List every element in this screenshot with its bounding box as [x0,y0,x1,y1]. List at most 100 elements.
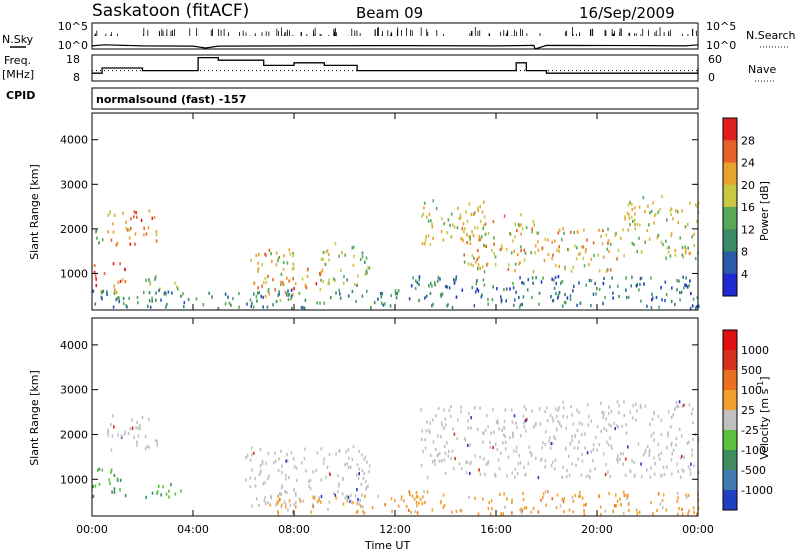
heatmap-cell [565,426,568,430]
heatmap-cell [690,291,692,296]
heatmap-cell [501,428,503,432]
heatmap-cell [607,411,610,416]
heatmap-cell [516,228,518,233]
heatmap-cell [492,285,494,289]
heatmap-cell [304,447,306,451]
heatmap-cell [604,472,607,477]
heatmap-cell [669,209,672,213]
heatmap-cell [628,213,630,217]
heatmap-cell [629,223,631,227]
heatmap-cell [349,499,351,503]
heatmap-cell [354,494,357,498]
heatmap-cell [301,277,304,281]
heatmap-cell [650,276,652,280]
heatmap-cell [562,465,564,470]
heatmap-cell [325,475,327,479]
heatmap-cell [451,306,454,310]
heatmap-cell [564,292,566,297]
heatmap-cell [444,417,446,421]
heatmap-cell [493,236,495,240]
heatmap-cell [113,487,116,491]
heatmap-cell [612,509,614,513]
heatmap-cell [360,482,363,486]
heatmap-cell [579,490,581,494]
heatmap-cell [362,510,364,514]
heatmap-cell [368,266,371,270]
heatmap-cell [316,451,319,455]
heatmap-cell [116,296,119,300]
colorbar-segment [723,390,737,411]
heatmap-cell [608,423,610,427]
heatmap-cell [355,511,358,515]
heatmap-cell [662,493,665,497]
heatmap-cell [509,231,511,235]
heatmap-cell [532,270,535,274]
heatmap-cell [561,280,564,284]
heatmap-cell [278,457,280,461]
heatmap-cell [552,253,554,257]
heatmap-cell [279,492,281,496]
heatmap-cell [157,490,159,494]
heatmap-cell [664,298,666,303]
heatmap-cell [624,217,626,221]
heatmap-cell [414,509,416,514]
heatmap-cell [413,497,416,501]
heatmap-cell [272,303,274,307]
heatmap-cell [524,251,527,255]
heatmap-cell [334,242,337,246]
heatmap-cell [558,264,560,269]
heatmap-cell [358,467,361,471]
heatmap-cell [499,492,501,497]
heatmap-cell [102,289,105,293]
station-title: Saskatoon (fitACF) [92,1,249,21]
heatmap-cell [454,279,457,283]
heatmap-cell [286,490,288,495]
heatmap-cell [587,474,590,478]
heatmap-cell [368,470,370,474]
heatmap-cell [298,497,301,501]
heatmap-cell [482,227,484,231]
heatmap-cell [316,500,319,504]
heatmap-cell [646,229,649,233]
heatmap-cell [511,511,513,515]
heatmap-cell [156,443,159,447]
heatmap-cell [165,492,168,496]
heatmap-cell [586,238,588,242]
heatmap-cell [128,236,131,240]
heatmap-cell [288,292,291,297]
heatmap-cell [328,278,330,282]
heatmap-cell [293,287,295,291]
heatmap-cell [653,438,655,442]
heatmap-cell [554,458,557,462]
heatmap-cell [695,203,697,207]
heatmap-cell [479,219,482,223]
heatmap-cell [365,487,367,491]
heatmap-cell [526,288,529,292]
heatmap-cell [520,434,522,438]
heatmap-cell [476,287,478,291]
heatmap-cell [294,491,297,496]
heatmap-cell [602,229,604,233]
heatmap-cell [432,440,435,444]
heatmap-cell [335,452,337,456]
heatmap-cell [554,264,557,268]
heatmap-cell [346,499,349,503]
heatmap-cell [447,218,450,222]
heatmap-cell [325,250,328,254]
heatmap-cell [592,241,595,245]
heatmap-cell [143,233,145,237]
heatmap-cell [638,288,640,292]
heatmap-cell [556,493,559,497]
heatmap-cell [424,446,427,450]
heatmap-cell [329,295,332,300]
heatmap-cell [522,491,524,496]
heatmap-cell [377,297,379,301]
heatmap-cell [124,268,126,272]
heatmap-cell [275,263,278,267]
heatmap-cell [283,500,286,504]
heatmap-cell [327,507,329,511]
heatmap-cell [642,196,645,200]
heatmap-cell [98,482,101,486]
heatmap-cell [554,436,556,441]
heatmap-cell [618,411,620,415]
